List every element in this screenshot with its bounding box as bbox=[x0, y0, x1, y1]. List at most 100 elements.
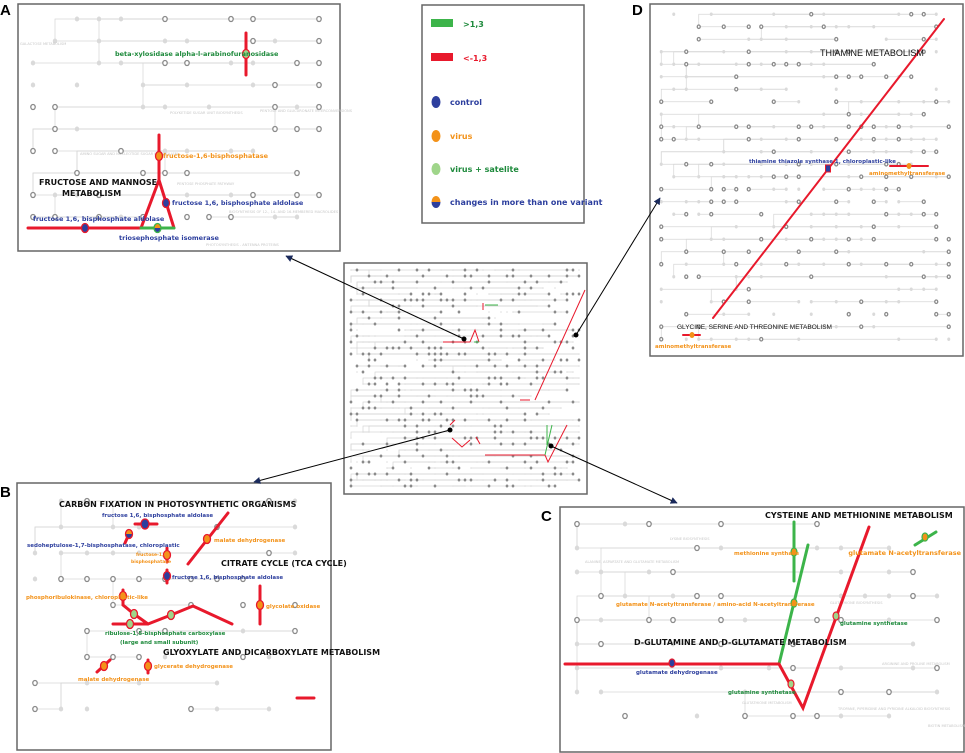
compound-node bbox=[506, 335, 508, 337]
compound-node bbox=[684, 262, 688, 266]
compound-node bbox=[316, 59, 322, 67]
compound-node bbox=[822, 112, 826, 116]
compound-node bbox=[709, 300, 713, 304]
compound-node bbox=[136, 653, 142, 661]
compound-node bbox=[58, 550, 64, 556]
overview-edge-down bbox=[443, 289, 586, 464]
compound-node bbox=[481, 394, 485, 398]
compound-node bbox=[897, 300, 901, 304]
compound-node bbox=[421, 418, 425, 422]
compound-node bbox=[859, 100, 863, 104]
compound-node bbox=[506, 425, 508, 427]
compound-node bbox=[162, 15, 168, 23]
pathway-edge bbox=[392, 461, 573, 468]
compound-node bbox=[547, 274, 551, 278]
compound-node bbox=[547, 304, 551, 308]
compound-node bbox=[809, 325, 813, 329]
compound-node bbox=[910, 568, 916, 576]
pathway-title: GLYCINE, SERINE AND THREONINE METABOLISM bbox=[677, 324, 832, 331]
compound-node bbox=[464, 365, 466, 367]
compound-node bbox=[722, 312, 726, 316]
enzyme-node bbox=[166, 609, 176, 621]
compound-node bbox=[409, 298, 413, 302]
compound-node bbox=[809, 62, 813, 66]
compound-node bbox=[397, 316, 401, 320]
legend-dot-virus-satellite bbox=[431, 163, 441, 175]
compound-node bbox=[734, 86, 739, 92]
compound-node bbox=[421, 454, 425, 458]
compound-node bbox=[822, 262, 826, 266]
compound-node bbox=[469, 274, 473, 278]
compound-node bbox=[32, 705, 38, 713]
compound-node bbox=[659, 99, 664, 105]
panel-a: GALACTOSE METABOLISM POLYKETIDE SUGAR UN… bbox=[20, 31, 353, 247]
compound-node bbox=[469, 388, 473, 392]
compound-node bbox=[464, 287, 466, 289]
compound-node bbox=[747, 337, 751, 341]
compound-node bbox=[96, 191, 102, 199]
compound-node bbox=[373, 406, 377, 410]
compound-node bbox=[184, 38, 190, 44]
compound-node bbox=[349, 310, 353, 314]
compound-node bbox=[709, 99, 714, 105]
compound-node bbox=[796, 161, 801, 167]
enzyme-node bbox=[689, 332, 695, 338]
compound-node bbox=[896, 124, 901, 130]
compound-node bbox=[559, 280, 563, 284]
enzyme-label: aminomethyltransferase bbox=[655, 344, 732, 350]
pathway-edge bbox=[362, 401, 579, 408]
compound-node bbox=[696, 124, 701, 130]
compound-node bbox=[709, 12, 713, 16]
compound-node bbox=[403, 436, 407, 440]
compound-node bbox=[523, 418, 527, 422]
compound-node bbox=[494, 443, 496, 445]
compound-node bbox=[560, 407, 562, 409]
compound-node bbox=[361, 442, 365, 446]
compound-node bbox=[847, 250, 851, 254]
compound-node bbox=[415, 268, 419, 272]
compound-node bbox=[368, 281, 370, 283]
compound-node bbox=[746, 299, 751, 305]
compound-node bbox=[530, 473, 532, 475]
pathway-edge bbox=[710, 176, 949, 190]
compound-node bbox=[718, 592, 724, 600]
compound-node bbox=[451, 406, 455, 410]
compound-node bbox=[362, 449, 364, 451]
compound-node bbox=[505, 352, 509, 356]
compound-node bbox=[349, 400, 353, 404]
compound-node bbox=[385, 364, 389, 368]
compound-node bbox=[721, 199, 726, 205]
compound-node bbox=[530, 419, 532, 421]
legend-dot-virus bbox=[431, 130, 441, 142]
compound-node bbox=[834, 161, 839, 167]
compound-node bbox=[553, 322, 557, 326]
compound-node bbox=[356, 371, 358, 373]
compound-node bbox=[694, 713, 700, 719]
compound-node bbox=[566, 383, 568, 385]
legend-control-label: control bbox=[450, 98, 482, 107]
compound-node bbox=[349, 466, 353, 470]
compound-node bbox=[909, 74, 914, 80]
compound-node bbox=[809, 225, 813, 229]
compound-node bbox=[240, 653, 246, 661]
compound-node bbox=[397, 310, 401, 314]
compound-node bbox=[846, 236, 851, 242]
compound-node bbox=[463, 274, 467, 278]
compound-node bbox=[784, 237, 788, 241]
enzyme-node-ring bbox=[124, 528, 134, 540]
compound-node bbox=[469, 436, 473, 440]
compound-node bbox=[838, 688, 844, 696]
compound-node bbox=[240, 601, 246, 609]
compound-node bbox=[52, 103, 58, 111]
compound-node bbox=[718, 640, 724, 648]
compound-node bbox=[547, 400, 551, 404]
enzyme-node bbox=[790, 598, 798, 608]
compound-node bbox=[809, 150, 813, 154]
compound-node bbox=[734, 74, 739, 80]
compound-node bbox=[464, 347, 466, 349]
compound-node bbox=[445, 298, 449, 302]
compound-node bbox=[553, 310, 557, 314]
compound-node bbox=[834, 300, 838, 304]
compound-node bbox=[671, 136, 676, 142]
